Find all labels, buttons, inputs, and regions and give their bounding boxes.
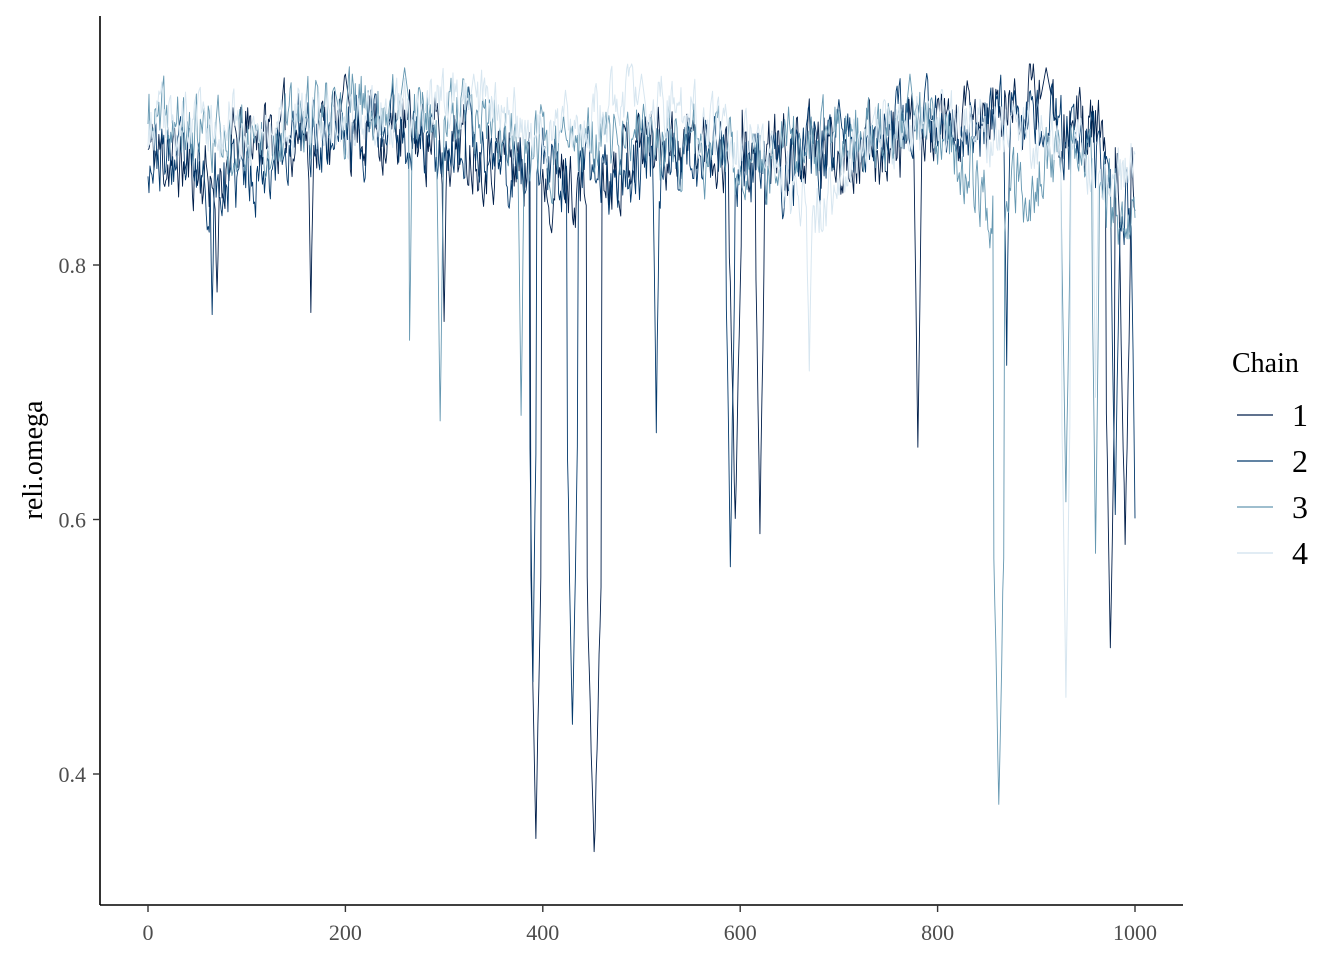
series-line-chain-2 [147,73,1136,725]
series-line-chain-1 [147,63,1136,853]
legend-items: 1 2 3 4 [1237,397,1308,571]
legend-title: Chain [1232,348,1299,379]
series-line-chain-4 [147,63,1136,698]
series-line-chain-3 [147,66,1136,805]
x-tick-label: 200 [329,920,362,945]
y-tick-label: 0.6 [59,508,87,533]
tick-layer: 0 200 400 600 800 1000 0.4 0.6 0.8 [59,253,1158,945]
x-tick-label: 0 [143,920,154,945]
legend-label-chain-1: 1 [1292,397,1308,433]
legend: Chain 1 2 3 4 [1232,348,1308,571]
x-tick-label: 800 [921,920,954,945]
y-axis-title: reli.omega [18,400,49,520]
y-tick-label: 0.4 [59,762,87,787]
legend-label-chain-3: 3 [1292,489,1308,525]
legend-label-chain-2: 2 [1292,443,1308,479]
legend-label-chain-4: 4 [1292,535,1308,571]
x-tick-label: 1000 [1113,920,1157,945]
y-tick-label: 0.8 [59,253,87,278]
x-tick-label: 600 [724,920,757,945]
x-tick-label: 400 [526,920,559,945]
series-layer [147,63,1136,853]
